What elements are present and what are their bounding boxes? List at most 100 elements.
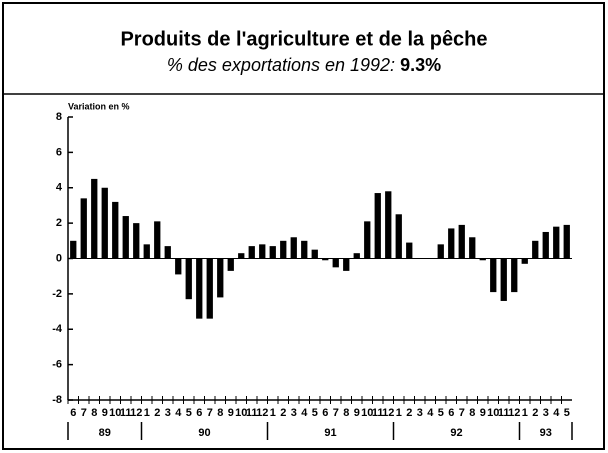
x-tick-label: 10 [361, 407, 373, 419]
y-tick-label: -2 [52, 288, 62, 300]
x-tick-label: 3 [165, 407, 171, 419]
chart-subtitle: % des exportations en 1992: 9.3% [167, 55, 441, 75]
y-tick-label: -6 [52, 359, 62, 371]
x-tick-label: 3 [417, 407, 423, 419]
bar [301, 240, 308, 259]
x-tick-label: 1 [396, 407, 402, 419]
x-tick-label: 10 [109, 407, 121, 419]
bar [154, 221, 161, 259]
bar [175, 258, 182, 275]
bar [395, 214, 402, 259]
x-tick-label: 8 [217, 407, 223, 419]
bar [332, 258, 339, 268]
bar [227, 258, 234, 271]
x-tick-label: 9 [354, 407, 360, 419]
y-axis-label: Variation en % [68, 101, 130, 111]
x-tick-label: 8 [469, 407, 475, 419]
x-tick-label: 12 [508, 407, 520, 419]
year-label: 91 [324, 427, 336, 439]
x-tick-label: 5 [564, 407, 570, 419]
x-tick-label: 7 [81, 407, 87, 419]
y-tick-label: 4 [56, 182, 63, 194]
bar [238, 253, 245, 259]
bar [521, 258, 528, 264]
x-tick-label: 4 [427, 407, 434, 419]
x-tick-label: 10 [487, 407, 499, 419]
x-tick-label: 6 [322, 407, 328, 419]
x-tick-label: 7 [333, 407, 339, 419]
x-tick-label: 1 [270, 407, 276, 419]
bar [553, 226, 560, 259]
bar [206, 258, 213, 319]
bar [385, 191, 392, 259]
bar [196, 258, 203, 319]
x-tick-label: 5 [186, 407, 192, 419]
x-tick-label: 12 [130, 407, 142, 419]
x-tick-label: 11 [246, 407, 258, 419]
bar [563, 224, 570, 259]
bar [500, 258, 507, 301]
bar [322, 258, 329, 261]
x-tick-label: 11 [120, 407, 132, 419]
bar [269, 246, 276, 259]
x-tick-label: 7 [207, 407, 213, 419]
bar [248, 246, 255, 259]
year-label: 92 [450, 427, 462, 439]
bar [406, 242, 413, 259]
bar [259, 244, 266, 259]
bar [364, 221, 371, 259]
bar [112, 201, 119, 259]
x-tick-label: 5 [312, 407, 318, 419]
x-tick-label: 1 [144, 407, 150, 419]
x-tick-label: 6 [196, 407, 202, 419]
x-tick-label: 9 [480, 407, 486, 419]
chart-title: Produits de l'agriculture et de la pêche [120, 28, 487, 50]
bar [311, 249, 318, 259]
x-tick-label: 12 [382, 407, 394, 419]
y-tick-label: 6 [56, 146, 62, 158]
x-tick-label: 11 [372, 407, 384, 419]
y-tick-label: -4 [52, 323, 63, 335]
bar [185, 258, 192, 300]
x-tick-label: 1 [522, 407, 528, 419]
bar [217, 258, 224, 298]
x-tick-label: 3 [543, 407, 549, 419]
bar [437, 244, 444, 259]
x-tick-label: 11 [498, 407, 510, 419]
x-tick-label: 5 [438, 407, 444, 419]
x-tick-label: 6 [70, 407, 76, 419]
year-label: 93 [540, 427, 552, 439]
bar [374, 193, 381, 259]
bar [448, 228, 455, 259]
bar [101, 187, 108, 259]
bar [532, 240, 539, 259]
x-tick-label: 10 [235, 407, 247, 419]
bar [280, 240, 287, 259]
bar [469, 237, 476, 259]
x-tick-label: 2 [532, 407, 538, 419]
x-tick-label: 4 [301, 407, 308, 419]
bar [490, 258, 497, 293]
x-tick-label: 12 [256, 407, 268, 419]
x-tick-label: 4 [553, 407, 560, 419]
bar [511, 258, 518, 293]
x-tick-label: 6 [448, 407, 454, 419]
year-label: 90 [198, 427, 210, 439]
subtitle-text: % des exportations en 1992: [167, 55, 395, 75]
bar [353, 253, 360, 259]
y-tick-label: 2 [56, 217, 62, 229]
x-tick-label: 3 [291, 407, 297, 419]
bar [542, 231, 549, 259]
x-tick-label: 8 [91, 407, 97, 419]
bar [143, 244, 150, 259]
x-tick-label: 9 [228, 407, 234, 419]
x-tick-label: 2 [154, 407, 160, 419]
bar [70, 240, 77, 259]
x-tick-label: 8 [343, 407, 349, 419]
bar [80, 198, 87, 259]
y-tick-label: -8 [52, 394, 62, 406]
subtitle-value: 9.3% [400, 55, 441, 75]
bar [122, 216, 129, 259]
